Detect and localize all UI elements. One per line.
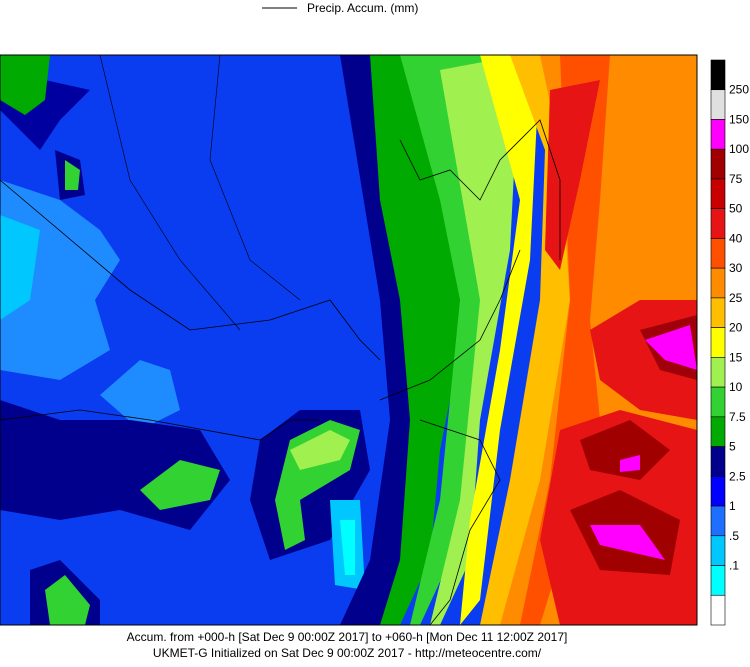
colorbar-box <box>710 416 726 447</box>
colorbar-label: 25 <box>729 291 743 305</box>
precip-area <box>340 520 355 575</box>
precip-area <box>0 215 40 320</box>
colorbar-label: 5 <box>729 440 736 454</box>
coastline <box>419 419 501 625</box>
precip-area <box>590 525 665 560</box>
colorbar-box <box>710 59 726 91</box>
colorbar-box <box>710 594 726 626</box>
colorbar-box <box>710 505 726 537</box>
colorbar-box <box>710 208 726 239</box>
precip-area <box>430 55 520 625</box>
colorbar-label: 250 <box>729 83 749 97</box>
colorbar-label: .5 <box>729 529 739 543</box>
colorbar-label: .1 <box>729 559 739 573</box>
border <box>0 409 320 441</box>
precip-area <box>520 55 610 625</box>
precip-area <box>140 460 220 510</box>
colorbar-box <box>710 565 726 596</box>
colorbar-label: 1 <box>729 499 736 513</box>
colorbar-label: 40 <box>729 231 743 245</box>
legend-label: Precip. Accum. (mm) <box>307 1 418 15</box>
colorbar-box <box>710 267 726 299</box>
precip-area <box>620 455 640 472</box>
map <box>0 54 698 626</box>
footer-line: Accum. from +000-h [Sat Dec 9 00:00Z 201… <box>127 630 568 644</box>
colorbar-box <box>710 238 726 269</box>
colorbar-box <box>710 476 726 507</box>
colorbar-label: 100 <box>729 142 749 156</box>
precip-area <box>100 360 180 430</box>
colorbar-label: 2.5 <box>729 469 746 483</box>
colorbar-box <box>710 386 726 418</box>
colorbar-label: 20 <box>729 321 743 335</box>
colorbar-box <box>710 178 726 209</box>
coastline <box>399 119 561 260</box>
precip-area <box>340 55 420 625</box>
precip-area <box>460 55 540 625</box>
colorbar-label: 10 <box>729 380 743 394</box>
precip-area <box>0 55 50 115</box>
colorbar-box <box>710 119 726 150</box>
precip-area <box>65 160 80 190</box>
colorbar-label: 50 <box>729 202 743 216</box>
colorbar-box <box>710 297 726 328</box>
precip-area <box>545 80 600 270</box>
colorbar-box <box>710 535 726 566</box>
precip-area <box>45 575 90 625</box>
colorbar-box <box>710 148 726 180</box>
footer-line: UKMET-G Initialized on Sat Dec 9 00:00Z … <box>153 646 542 660</box>
colorbar-box <box>710 327 726 358</box>
colorbar-box <box>710 446 726 477</box>
border <box>0 179 381 361</box>
map-frame <box>0 54 698 626</box>
colorbar-label: 150 <box>729 112 749 126</box>
coastline <box>379 249 521 401</box>
colorbar-box <box>710 89 726 120</box>
colorbar-label: 15 <box>729 350 743 364</box>
precip-area <box>580 420 670 480</box>
colorbar-box <box>710 357 726 388</box>
border <box>209 55 301 301</box>
precip-area <box>290 430 350 470</box>
colorbar-label: 75 <box>729 172 743 186</box>
border <box>99 55 241 331</box>
colorbar-label: 7.5 <box>729 410 746 424</box>
colorbar: 250 150 100 75 50 40 30 25 20 15 10 7.5 5 2.5 1 .5 .1 <box>710 59 749 626</box>
colorbar-label: 30 <box>729 261 743 275</box>
precip-area <box>645 325 697 370</box>
